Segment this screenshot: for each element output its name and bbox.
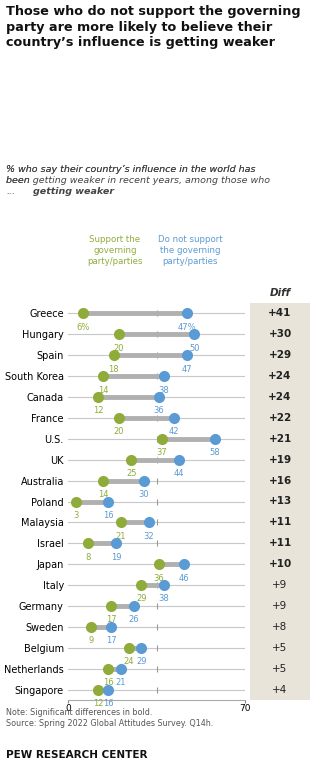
Text: +24: +24 [268,371,292,381]
Text: getting weaker: getting weaker [33,187,113,196]
Text: PEW RESEARCH CENTER: PEW RESEARCH CENTER [6,750,148,760]
Text: Diff: Diff [269,288,290,298]
Text: 21: 21 [116,678,126,687]
Text: 42: 42 [169,427,179,436]
Text: +10: +10 [268,559,292,569]
Text: Those who do not support the governing
party are more likely to believe their
co: Those who do not support the governing p… [6,5,301,49]
Text: 19: 19 [111,553,121,562]
Text: +9: +9 [272,601,288,611]
Text: +22: +22 [268,413,292,423]
Text: 29: 29 [136,594,147,604]
Text: +16: +16 [268,476,292,486]
Text: +5: +5 [272,664,288,674]
Text: 17: 17 [106,636,116,645]
Text: +41: +41 [268,308,292,318]
Text: 44: 44 [174,469,184,478]
Text: 16: 16 [103,511,114,520]
Text: 21: 21 [116,532,126,541]
Text: Support the
governing
party/parties: Support the governing party/parties [87,235,143,266]
Text: 38: 38 [159,385,170,395]
Text: +30: +30 [268,329,292,339]
Text: 25: 25 [126,469,136,478]
Text: 8: 8 [86,553,91,562]
Text: +21: +21 [268,434,292,444]
Text: 38: 38 [159,594,170,604]
Text: +11: +11 [268,538,292,548]
Text: 47: 47 [182,364,192,374]
Text: 3: 3 [73,511,78,520]
Text: 26: 26 [128,615,139,624]
Text: 50: 50 [189,344,200,353]
Text: 16: 16 [103,699,114,708]
Text: Do not support
the governing
party/parties: Do not support the governing party/parti… [158,235,222,266]
Text: 37: 37 [156,448,167,457]
Text: 12: 12 [93,406,104,416]
Text: Note: Significant differences in bold.
Source: Spring 2022 Global Attitudes Surv: Note: Significant differences in bold. S… [6,708,214,728]
Text: +19: +19 [268,455,292,465]
Text: 12: 12 [93,699,104,708]
Text: 36: 36 [154,406,164,416]
Text: 58: 58 [209,448,220,457]
Text: 20: 20 [113,427,124,436]
Text: +4: +4 [272,685,288,694]
Text: 20: 20 [113,344,124,353]
Text: 29: 29 [136,658,147,666]
Text: +11: +11 [268,517,292,527]
Text: 14: 14 [98,490,108,499]
Text: +9: +9 [272,580,288,590]
Text: +24: +24 [268,392,292,402]
Text: % who say their country’s influence in the world has
been getting weaker in rece: % who say their country’s influence in t… [6,165,270,197]
Text: 36: 36 [154,573,164,583]
Text: 18: 18 [108,364,119,374]
Text: +13: +13 [268,497,292,506]
Text: +5: +5 [272,643,288,653]
Text: 17: 17 [106,615,116,624]
Text: +29: +29 [268,350,292,360]
Text: 6%: 6% [77,323,90,331]
Text: +8: +8 [272,622,288,632]
Text: 47%: 47% [178,323,196,331]
Text: % who say their country’s influence in the world has
been: % who say their country’s influence in t… [6,165,256,185]
Text: 14: 14 [98,385,108,395]
Text: 30: 30 [139,490,149,499]
Text: 16: 16 [103,678,114,687]
Text: 46: 46 [179,573,190,583]
Text: 24: 24 [123,658,134,666]
Text: 9: 9 [88,636,93,645]
Text: 32: 32 [144,532,154,541]
